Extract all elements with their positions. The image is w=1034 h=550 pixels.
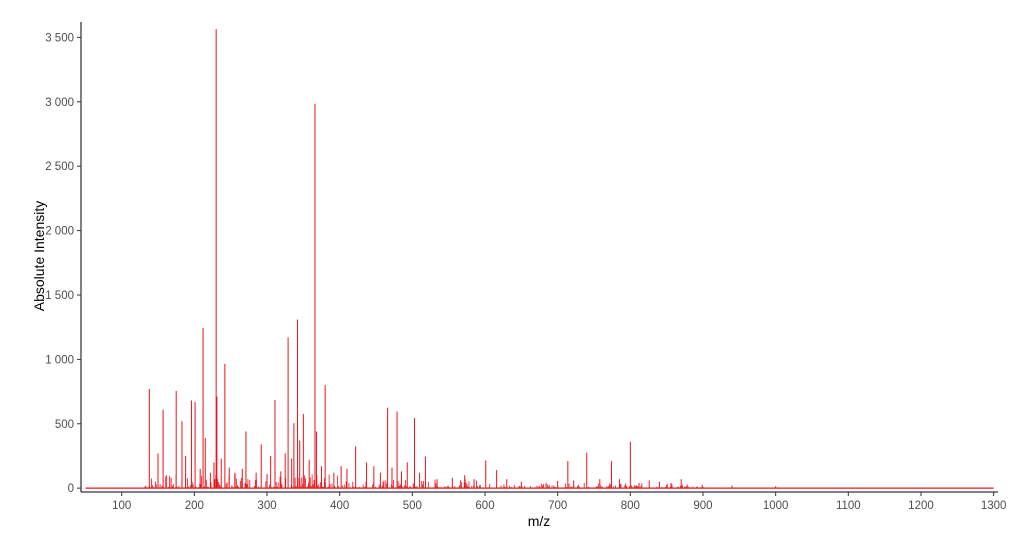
plot-area [85, 29, 994, 489]
y-tick-label: 2 500 [45, 161, 74, 173]
y-tick-label: 1 500 [45, 290, 74, 302]
x-tick-label: 300 [257, 500, 276, 512]
x-tick-label: 1200 [908, 500, 934, 512]
x-tick-label: 500 [403, 500, 422, 512]
y-tick-label: 500 [55, 419, 74, 431]
x-axis-ticks: 100 200 300 400 500 600 700 800 900 1000 1100 1200 1… [112, 492, 1006, 512]
x-tick-label: 100 [112, 500, 131, 512]
x-tick-label: 400 [330, 500, 349, 512]
y-axis-ticks: 0 500 1 000 1 500 2 000 2 500 3 000 3 500 [45, 32, 81, 495]
x-tick-label: 900 [693, 500, 712, 512]
x-tick-label: 800 [621, 500, 640, 512]
x-tick-label: 600 [475, 500, 494, 512]
x-tick-label: 700 [548, 500, 567, 512]
y-tick-label: 3 500 [45, 32, 74, 44]
x-tick-label: 200 [185, 500, 204, 512]
x-tick-label: 1100 [836, 500, 861, 512]
y-tick-label: 1 000 [45, 354, 74, 366]
y-tick-label: 3 000 [45, 97, 74, 109]
y-axis-title: Absolute Intensity [31, 201, 47, 312]
x-tick-label: 1300 [981, 500, 1007, 512]
y-tick-label: 0 [68, 483, 74, 495]
x-axis-title: m/z [528, 513, 551, 529]
x-tick-label: 1000 [763, 500, 789, 512]
y-tick-label: 2 000 [45, 226, 74, 238]
